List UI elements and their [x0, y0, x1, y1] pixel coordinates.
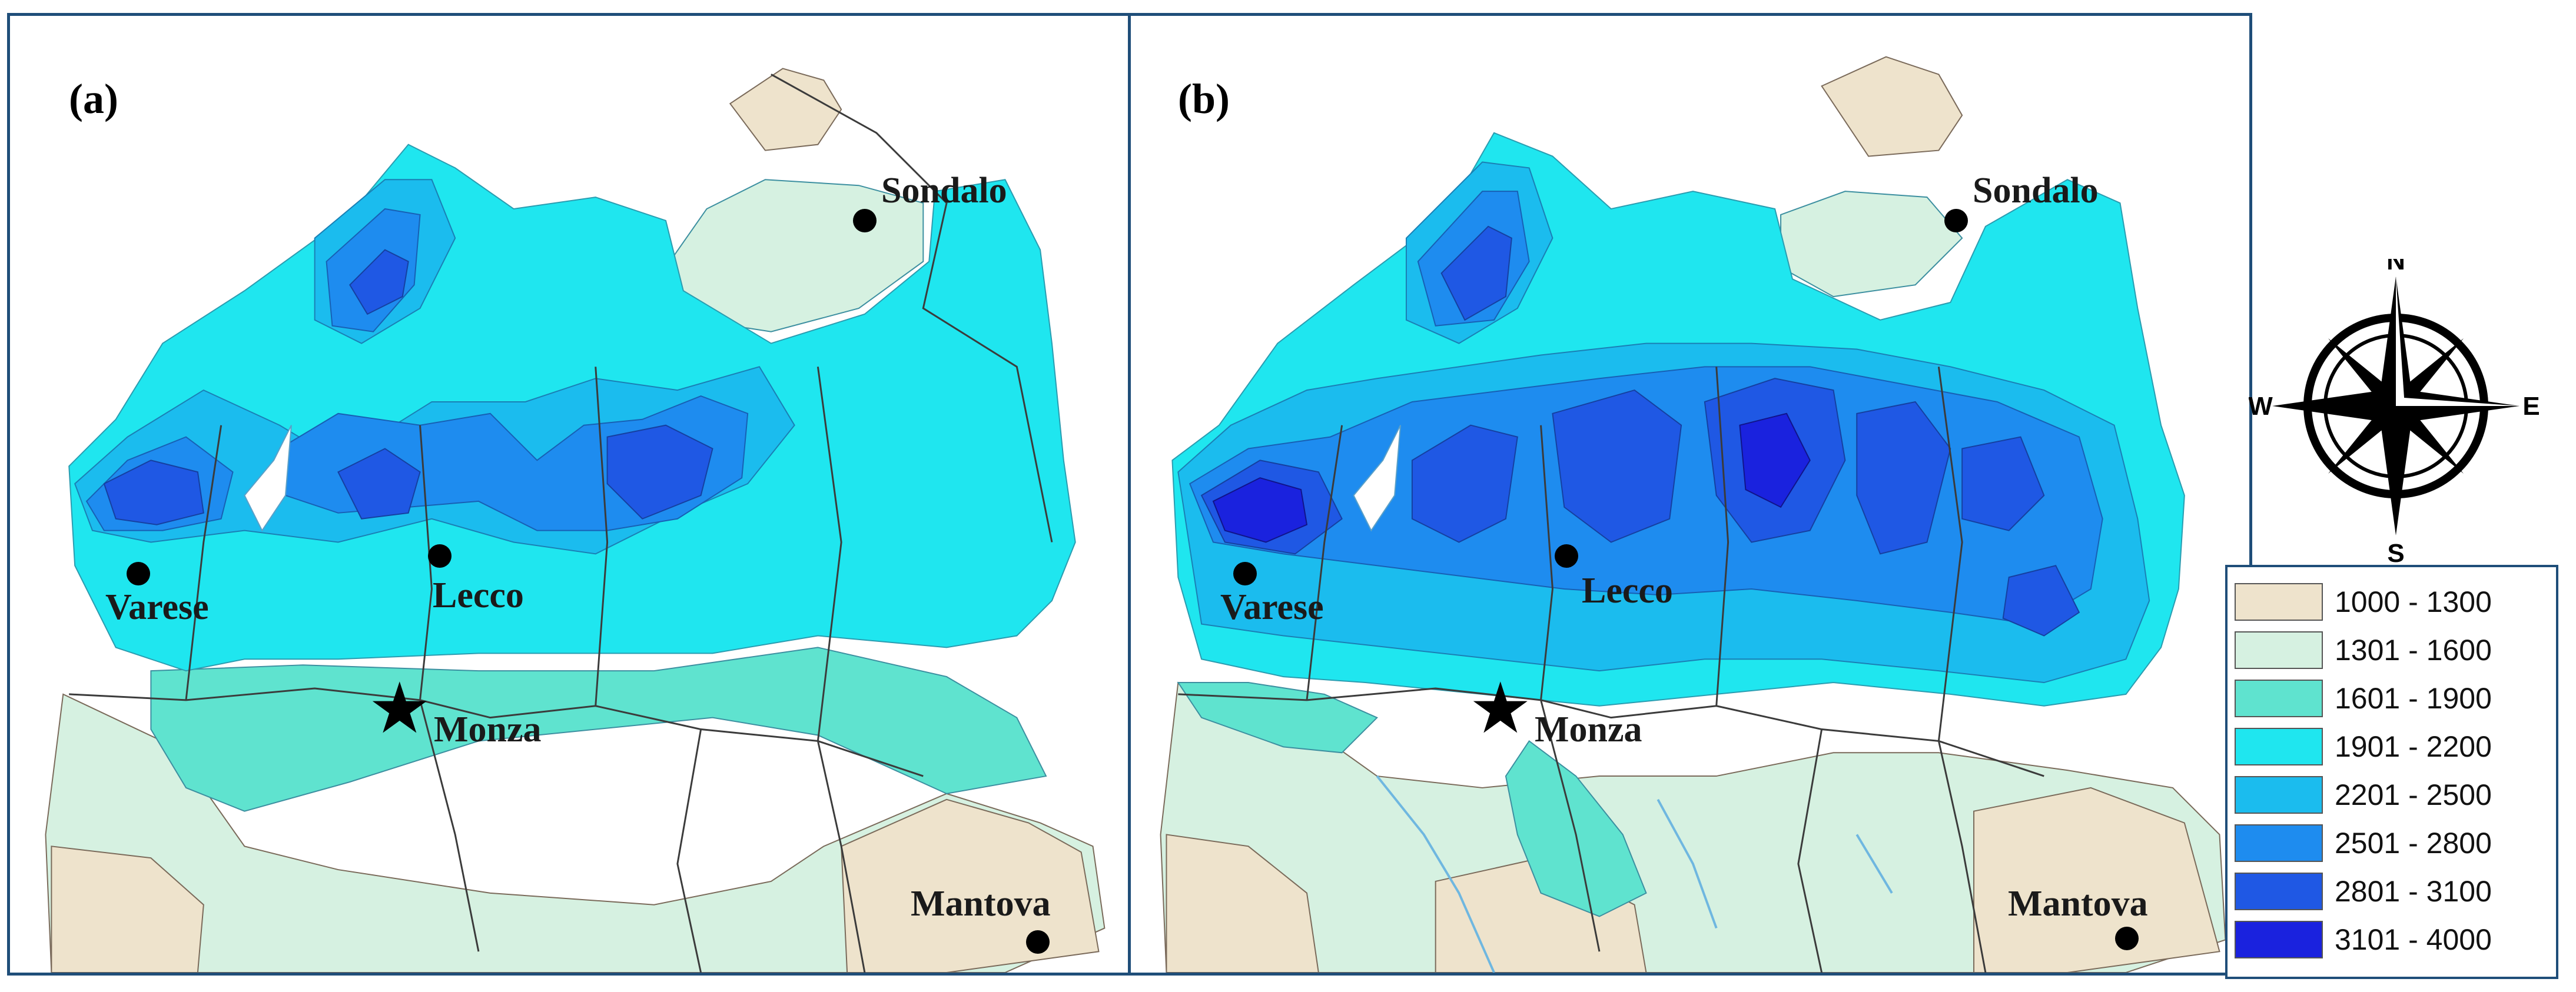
zone-1000-1300	[1821, 56, 1963, 157]
legend-swatch	[2235, 824, 2323, 862]
compass-west-label: W	[2249, 392, 2273, 421]
city-marker-dot	[428, 544, 452, 568]
panel-label: (a)	[69, 75, 118, 122]
legend-swatch	[2235, 728, 2323, 765]
city-label-sondalo: Sondalo	[881, 171, 1007, 211]
legend-item: 1901 - 2200	[2235, 723, 2549, 771]
city-label-sondalo: Sondalo	[1973, 171, 2099, 211]
zone-2801-3100	[1961, 436, 2045, 531]
compass-south-label: S	[2387, 539, 2404, 565]
city-marker-dot	[1555, 544, 1578, 568]
city-label-varese: Varese	[105, 587, 209, 627]
zone-2801-3100	[1552, 389, 1682, 543]
legend-label: 1901 - 2200	[2335, 730, 2492, 763]
zone-2801-3100	[2002, 565, 2080, 637]
zone-1601-1900	[150, 647, 1047, 812]
zone-2801-3100	[606, 424, 713, 520]
legend-item: 1000 - 1300	[2235, 578, 2549, 626]
legend-swatch	[2235, 776, 2323, 814]
legend-label: 2201 - 2500	[2335, 778, 2492, 811]
city-label-monza: Monza	[1535, 710, 1642, 750]
precipitation-map-a	[45, 68, 1106, 973]
precipitation-map-b	[1160, 56, 2226, 973]
legend-swatch	[2235, 873, 2323, 910]
map-legend: 1000 - 1300 1301 - 1600 1601 - 1900 1901…	[2225, 565, 2558, 979]
city-label-mantova: Mantova	[911, 884, 1051, 924]
panel-label: (b)	[1178, 75, 1230, 122]
legend-swatch	[2235, 583, 2323, 621]
zone-1601-1900	[1505, 740, 1647, 917]
legend-item: 2501 - 2800	[2235, 819, 2549, 867]
zone-2801-3100	[349, 249, 409, 315]
zone-2801-3100	[1440, 225, 1512, 321]
city-marker-dot	[127, 562, 150, 585]
zone-1301-1600	[45, 693, 1106, 973]
lake	[1353, 425, 1402, 532]
zone-1000-1300	[729, 68, 842, 151]
zone-2801-3100	[1411, 424, 1518, 543]
city-marker-dot	[1944, 209, 1968, 232]
map-panel-b: (b) Sondalo Varese Lecco ★ Monza Mantova	[1128, 13, 2252, 976]
city-label-lecco: Lecco	[1582, 571, 1673, 611]
legend-label: 2801 - 3100	[2335, 875, 2492, 908]
zone-1601-1900	[1177, 682, 1378, 754]
legend-label: 1301 - 1600	[2335, 634, 2492, 667]
legend-swatch	[2235, 631, 2323, 669]
legend-swatch	[2235, 921, 2323, 958]
zone-1000-1300	[51, 845, 204, 973]
zone-3101-4000	[1212, 477, 1308, 543]
city-marker-dot	[1233, 562, 1257, 585]
legend-item: 2201 - 2500	[2235, 771, 2549, 819]
region-outline	[771, 74, 1053, 542]
lake	[244, 425, 292, 532]
zone-1000-1300	[1973, 787, 2220, 973]
province-border	[69, 367, 924, 973]
zone-2801-3100	[103, 460, 204, 525]
province-border	[1178, 367, 2044, 973]
legend-label: 3101 - 4000	[2335, 923, 2492, 956]
zone-1301-1600	[1780, 191, 1963, 298]
map-panel-a: (a) Sondalo Varese Lecco ★ Monza Mantova	[7, 13, 1131, 976]
city-marker-dot	[853, 209, 877, 232]
star-icon: ★	[368, 670, 431, 748]
river	[1376, 775, 1893, 973]
legend-label: 2501 - 2800	[2335, 827, 2492, 860]
legend-label: 1601 - 1900	[2335, 682, 2492, 715]
star-icon: ★	[1469, 670, 1532, 748]
legend-item: 2801 - 3100	[2235, 867, 2549, 916]
city-marker-dot	[1026, 930, 1050, 954]
city-label-lecco: Lecco	[433, 575, 524, 615]
city-label-varese: Varese	[1220, 587, 1324, 627]
city-label-monza: Monza	[434, 710, 542, 750]
zone-3101-4000	[1739, 412, 1811, 508]
legend-item: 1301 - 1600	[2235, 626, 2549, 674]
legend-item: 3101 - 4000	[2235, 916, 2549, 964]
zone-1000-1300	[1166, 834, 1319, 973]
city-label-mantova: Mantova	[2008, 884, 2148, 924]
zone-1301-1600	[1160, 681, 2226, 973]
legend-label: 1000 - 1300	[2335, 585, 2492, 618]
compass-rose-icon: N S E W	[2249, 259, 2540, 565]
zone-1000-1300	[841, 798, 1100, 973]
zone-2801-3100	[337, 448, 421, 520]
compass-north-label: N	[2386, 259, 2405, 275]
city-marker-dot	[2115, 927, 2139, 950]
legend-item: 1601 - 1900	[2235, 674, 2549, 723]
zone-2801-3100	[1856, 401, 1951, 555]
compass-east-label: E	[2522, 392, 2540, 421]
legend-swatch	[2235, 680, 2323, 717]
